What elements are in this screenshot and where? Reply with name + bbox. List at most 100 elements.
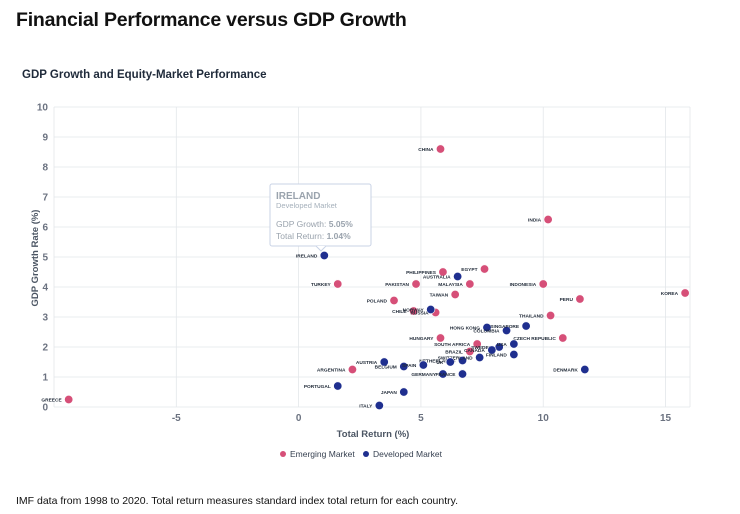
point-malaysia[interactable]	[465, 279, 475, 289]
point-colombia[interactable]	[502, 325, 512, 335]
point-greece[interactable]	[64, 394, 74, 404]
point-chile[interactable]	[409, 306, 419, 316]
legend-label-emerging: Emerging Market	[290, 449, 355, 459]
page-title: Financial Performance versus GDP Growth	[16, 9, 407, 31]
point-label: FINLAND	[486, 352, 508, 358]
point-norway[interactable]	[426, 304, 436, 314]
point-czech-republic[interactable]	[558, 333, 568, 343]
legend-marker-emerging	[280, 451, 286, 457]
legend: Emerging Market Developed Market	[280, 449, 443, 459]
point-label: ITALY	[359, 403, 373, 409]
point-singapore[interactable]	[521, 321, 531, 331]
legend-marker-developed	[363, 451, 369, 457]
point-label: GERMANY	[411, 372, 436, 378]
point-label: USA	[497, 342, 508, 348]
point-argentina[interactable]	[347, 364, 357, 374]
point-france[interactable]	[458, 369, 468, 379]
point-pakistan[interactable]	[411, 279, 421, 289]
point-canada[interactable]	[487, 345, 497, 355]
point-portugal[interactable]	[333, 381, 343, 391]
legend-label-developed: Developed Market	[373, 449, 443, 459]
legend-item-emerging[interactable]: Emerging Market	[280, 449, 355, 459]
point-china[interactable]	[435, 144, 445, 154]
point-label: HONG KONG	[450, 325, 480, 331]
point-peru[interactable]	[575, 294, 585, 304]
point-label: NORWAY	[403, 307, 425, 313]
point-hungary[interactable]	[435, 333, 445, 343]
point-label: BELGIUM	[375, 364, 397, 370]
grid-lines	[53, 106, 691, 408]
point-switzerland[interactable]	[475, 352, 485, 362]
point-label: HUNGARY	[409, 336, 434, 342]
point-italy[interactable]	[374, 400, 384, 410]
y-tick-label: 7	[42, 193, 48, 204]
point-label: CHILE	[392, 309, 407, 315]
y-tick-label: 5	[42, 253, 48, 264]
point-japan[interactable]	[399, 387, 409, 397]
point-taiwan[interactable]	[450, 289, 460, 299]
point-india[interactable]	[543, 215, 553, 225]
point-indonesia[interactable]	[538, 279, 548, 289]
point-netherlands[interactable]	[458, 355, 468, 365]
point-label: SINGAPORE	[490, 324, 520, 330]
point-label: PORTUGAL	[304, 384, 331, 390]
tooltip-market: Developed Market	[276, 201, 338, 210]
point-label: TAIWAN	[430, 292, 449, 298]
y-tick-label: 3	[42, 313, 48, 324]
point-label: EGYPT	[461, 267, 477, 273]
y-tick-label: 10	[37, 103, 49, 114]
point-austria[interactable]	[379, 357, 389, 367]
point-label: SPAIN	[402, 363, 417, 369]
point-hong-kong[interactable]	[482, 322, 492, 332]
point-label: PERU	[560, 297, 574, 303]
point-south-africa[interactable]	[472, 339, 482, 349]
point-label: CZECH REPUBLIC	[513, 336, 556, 342]
point-label: JAPAN	[381, 390, 397, 396]
chart-title: GDP Growth and Equity-Market Performance	[22, 69, 267, 81]
point-label: PHILIPPINES	[406, 270, 437, 276]
tooltip-return: Total Return: 1.04%	[276, 231, 351, 241]
tooltip: IRELAND Developed Market GDP Growth: 5.0…	[269, 183, 372, 252]
point-philippines[interactable]	[438, 267, 448, 277]
point-label: UK	[436, 360, 443, 366]
footnote: IMF data from 1998 to 2020. Total return…	[16, 495, 459, 507]
point-denmark[interactable]	[580, 364, 590, 374]
point-label: AUSTRIA	[356, 360, 378, 366]
point-label: AUSTRALIA	[423, 274, 451, 280]
point-germany[interactable]	[438, 369, 448, 379]
point-label: DENMARK	[553, 367, 578, 373]
point-thailand[interactable]	[546, 310, 556, 320]
y-tick-label: 4	[42, 283, 48, 294]
data-points: CHINA INDIA EGYPT PHILIPPINES TURKEY PAKISTAN…	[41, 144, 690, 410]
point-belgium[interactable]	[399, 361, 409, 371]
y-tick-label: 2	[42, 343, 48, 354]
y-tick-label: 1	[42, 373, 48, 384]
point-label: SOUTH AFRICA	[434, 342, 471, 348]
point-label: THAILAND	[519, 313, 544, 319]
y-tick-label: 9	[42, 133, 48, 144]
point-label: RUSSIA	[410, 310, 429, 316]
point-poland[interactable]	[389, 295, 399, 305]
point-australia[interactable]	[453, 271, 463, 281]
point-finland[interactable]	[509, 349, 519, 359]
point-label: INDIA	[528, 217, 542, 223]
point-label: CANADA	[464, 348, 485, 354]
x-tick-label: 0	[296, 413, 302, 424]
point-korea[interactable]	[680, 288, 690, 298]
point-label: BRAZIL	[445, 349, 463, 355]
y-tick-label: 6	[42, 223, 48, 234]
point-uk[interactable]	[445, 357, 455, 367]
y-tick-label: 0	[42, 403, 48, 414]
point-label: MALAYSIA	[438, 282, 463, 288]
point-spain[interactable]	[418, 360, 428, 370]
point-egypt[interactable]	[480, 264, 490, 274]
point-ireland[interactable]	[319, 251, 329, 261]
point-label: PAKISTAN	[385, 282, 409, 288]
point-turkey[interactable]	[333, 279, 343, 289]
x-tick-label: -5	[172, 413, 181, 424]
point-label: KOREA	[661, 291, 679, 297]
point-usa[interactable]	[509, 339, 519, 349]
point-brazil[interactable]	[465, 346, 475, 356]
legend-item-developed[interactable]: Developed Market	[363, 449, 443, 459]
